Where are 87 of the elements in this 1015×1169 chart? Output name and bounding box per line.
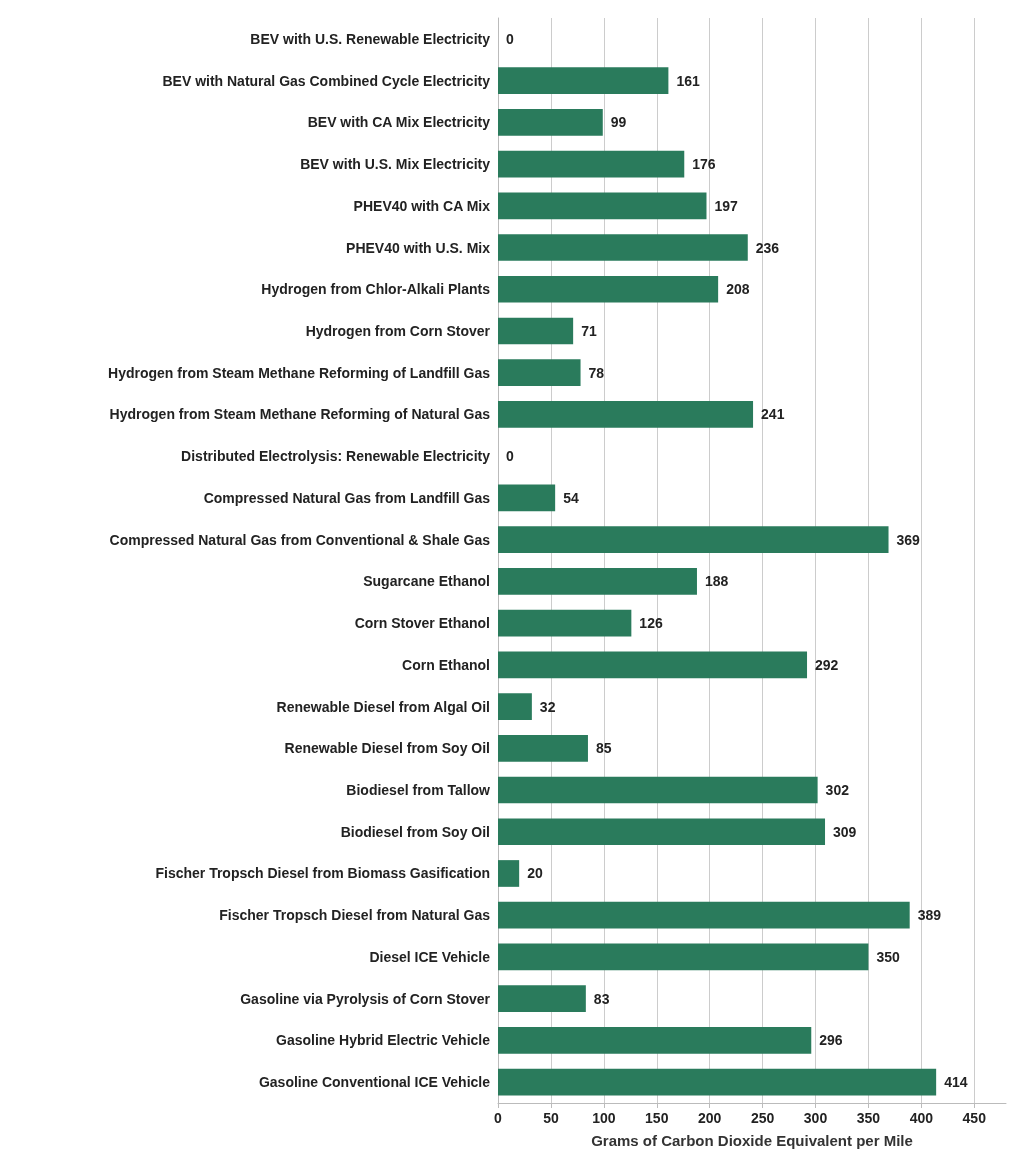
bar bbox=[498, 484, 556, 512]
y-tick-label: Corn Stover Ethanol bbox=[354, 615, 490, 632]
data-label: 71 bbox=[581, 322, 597, 339]
y-tick-label: Fischer Tropsch Diesel from Natural Gas bbox=[219, 907, 491, 924]
x-tick-label: 50 bbox=[543, 1110, 559, 1126]
data-label: 208 bbox=[726, 281, 750, 298]
data-label: 78 bbox=[588, 364, 605, 381]
data-label: 296 bbox=[819, 1032, 843, 1049]
bar bbox=[498, 317, 574, 345]
data-label: 32 bbox=[539, 698, 556, 715]
y-tick-label: BEV with U.S. Renewable Electricity bbox=[250, 30, 491, 47]
y-tick-label: Biodiesel from Tallow bbox=[346, 782, 491, 799]
bar bbox=[498, 609, 632, 637]
y-tick-label: Renewable Diesel from Algal Oil bbox=[276, 698, 490, 715]
data-label: 241 bbox=[761, 406, 785, 423]
bar bbox=[498, 192, 707, 220]
data-label: 197 bbox=[714, 197, 739, 214]
bar bbox=[498, 275, 719, 303]
data-label: 309 bbox=[833, 823, 857, 840]
bar bbox=[498, 985, 586, 1013]
x-tick-label: 200 bbox=[697, 1110, 722, 1126]
x-tick-label: 450 bbox=[962, 1110, 987, 1126]
data-label: 99 bbox=[610, 114, 627, 131]
y-tick-label: Renewable Diesel from Soy Oil bbox=[284, 740, 490, 757]
x-tick-label: 350 bbox=[856, 1110, 881, 1126]
x-tick-label: 250 bbox=[750, 1110, 775, 1126]
y-tick-label: BEV with CA Mix Electricity bbox=[307, 114, 491, 131]
y-tick-label: Corn Ethanol bbox=[402, 656, 490, 673]
bar bbox=[498, 943, 869, 971]
y-tick-label: BEV with Natural Gas Combined Cycle Electricity bbox=[162, 72, 491, 89]
bar bbox=[498, 651, 808, 679]
y-tick-label: Hydrogen from Chlor-Alkali Plants bbox=[261, 281, 491, 298]
data-label: 176 bbox=[692, 156, 716, 173]
x-tick-label: 150 bbox=[645, 1110, 669, 1126]
bar bbox=[498, 734, 588, 762]
bar bbox=[498, 568, 697, 595]
x-tick-label: 300 bbox=[803, 1110, 828, 1126]
y-tick-label: Biodiesel from Soy Oil bbox=[340, 823, 490, 840]
data-label: 389 bbox=[917, 907, 942, 924]
x-tick-label: 100 bbox=[592, 1110, 616, 1126]
x-tick-label: 0 bbox=[494, 1110, 503, 1126]
y-tick-label: Gasoline Conventional ICE Vehicle bbox=[258, 1074, 491, 1091]
y-tick-label: Hydrogen from Steam Methane Reforming of Landfill Gas bbox=[108, 364, 491, 381]
y-tick-label: Fischer Tropsch Diesel from Biomass Gasification bbox=[155, 865, 490, 882]
x-axis-title: Grams of Carbon Dioxide Equivalent per Mile bbox=[591, 1132, 913, 1149]
data-label: 414 bbox=[944, 1074, 968, 1091]
bar bbox=[498, 818, 826, 846]
bar bbox=[498, 150, 685, 178]
bar bbox=[498, 901, 910, 929]
y-tick-label: Hydrogen from Steam Methane Reforming of Natural Gas bbox=[109, 406, 491, 423]
data-label: 83 bbox=[593, 990, 610, 1007]
y-tick-label: Sugarcane Ethanol bbox=[363, 573, 490, 590]
data-label: 188 bbox=[704, 573, 729, 590]
bar bbox=[498, 234, 748, 261]
data-label: 20 bbox=[527, 865, 543, 882]
data-label: 54 bbox=[563, 489, 579, 506]
bar bbox=[498, 860, 520, 887]
data-label: 85 bbox=[595, 740, 612, 757]
data-label: 236 bbox=[755, 239, 780, 256]
data-label: 369 bbox=[896, 531, 921, 548]
y-tick-label: PHEV40 with U.S. Mix bbox=[346, 239, 491, 256]
bar bbox=[498, 359, 581, 387]
data-label: 0 bbox=[506, 30, 514, 47]
bar bbox=[498, 1027, 812, 1054]
data-label: 161 bbox=[676, 72, 700, 89]
data-label: 126 bbox=[639, 615, 663, 632]
data-label: 0 bbox=[506, 448, 514, 465]
bar bbox=[498, 108, 603, 136]
y-tick-label: Hydrogen from Corn Stover bbox=[305, 322, 491, 339]
x-tick-label: 400 bbox=[909, 1110, 934, 1126]
bar bbox=[498, 401, 754, 428]
data-label: 292 bbox=[815, 656, 839, 673]
y-tick-label: Gasoline Hybrid Electric Vehicle bbox=[276, 1032, 491, 1049]
y-tick-label: Distributed Electrolysis: Renewable Electricity bbox=[181, 448, 491, 465]
bar bbox=[498, 526, 889, 553]
y-tick-label: PHEV40 with CA Mix bbox=[353, 197, 491, 214]
data-label: 350 bbox=[876, 948, 900, 965]
y-tick-label: Compressed Natural Gas from Conventional & Shale Gas bbox=[109, 531, 491, 548]
y-tick-label: BEV with U.S. Mix Electricity bbox=[300, 156, 491, 173]
bar bbox=[498, 776, 818, 804]
data-label: 302 bbox=[825, 782, 850, 799]
y-tick-label: Compressed Natural Gas from Landfill Gas bbox=[203, 489, 491, 506]
bar bbox=[498, 693, 532, 720]
y-tick-label: Diesel ICE Vehicle bbox=[369, 948, 491, 965]
bar bbox=[498, 1068, 937, 1096]
bar bbox=[498, 67, 669, 94]
y-tick-label: Gasoline via Pyrolysis of Corn Stover bbox=[240, 990, 491, 1007]
